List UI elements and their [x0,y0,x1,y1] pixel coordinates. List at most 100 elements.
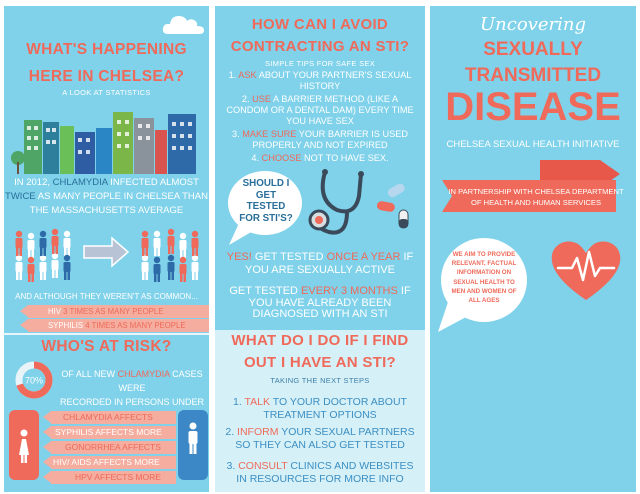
city-buildings-illustration [11,112,196,174]
step-line2: SO THEY CAN ALSO GET TESTED [235,438,405,451]
tip-num: 3. [232,129,240,139]
pills-icon [376,183,409,229]
stethoscope-icon [308,169,409,235]
speech-bubble [228,171,302,245]
step-num: 2. [225,426,235,438]
percent-donut: 70% [15,361,53,399]
affects-row-hpv: HPV AFFECTS MORE [43,471,176,484]
partnership-text: IN PARTNERSHIP WITH CHELSEA DEPARTMENT O… [446,186,626,208]
step-line2: IN RESOURCES FOR MORE INFO [236,472,404,485]
tip-verb: ASK [238,70,257,80]
avoid-title-line2: CONTRACTING AN STI? [230,38,410,55]
partnership-line1: IN PARTNERSHIP WITH CHELSEA DEPARTMENT [448,187,624,196]
male-icon [188,422,198,454]
male-box [178,410,208,480]
find-out-title-line1: WHAT DO I DO IF I FIND [231,332,409,349]
every3-line3: DIAGNOSED WITH AN STI [252,308,388,320]
partnership-line2: OF HEALTH AND HUMAN SERVICES [470,198,602,207]
section-divider [4,333,209,335]
step-line2: TREATMENT OPTIONS [263,408,377,421]
although-text: AND ALTHOUGH THEY WEREN'T AS COMMON... [15,292,198,301]
risk-cases-were: CASES WERE [118,369,203,393]
affects-suffix: AFFECTS MORE [94,472,161,482]
step-2: 2. INFORM YOUR SEXUAL PARTNERS SO THEY C… [215,426,425,451]
chlamydia-stat: IN 2012, CHLAMYDIA INFECTED ALMOST TWICE… [4,176,209,218]
bubble-line: TESTED [246,201,286,212]
steps-list: 1. TALK TO YOUR DOCTOR ABOUT TREATMENT O… [215,396,425,485]
stat-year: IN 2012, [14,177,51,188]
aim-text: WE AIM TO PROVIDE RELEVANT, FACTUAL INFO… [444,250,524,305]
stat-twice-highlight: TWICE [5,191,36,202]
cover-transmitted: TRANSMITTED [464,65,602,86]
tip-rest: YOUR BARRIER IS USED [298,129,408,139]
affects-suffix: AFFECTS MORE [95,427,162,437]
affects-disease: HPV [75,472,93,482]
every3-highlight: EVERY 3 MONTHS [301,285,398,297]
aim-line: MEN AND WOMEN OF [451,287,517,295]
hiv-ribbon: HIV 3 TIMES AS MANY PEOPLE [20,305,209,318]
bubble-line: FOR STI'S? [239,212,293,224]
syphilis-highlight: 4 TIMES AS MANY PEOPLE [85,321,186,330]
avoid-title-line1: HOW CAN I AVOID [251,16,389,33]
hiv-highlight: 3 TIMES AS MANY PEOPLE [63,307,164,316]
aim-line: ALL AGES [468,297,500,305]
risk-title: WHO'S AT RISK? [41,338,172,355]
hiv-label: HIV [48,307,61,316]
cover-sexually: SEXUALLY [483,39,583,60]
chlamydia-stat-line3: THE MASSACHUSETTS AVERAGE [29,205,184,216]
every3-if: IF [400,285,411,297]
risk-of-all-new: OF ALL NEW [61,369,116,379]
tip-num: 4. [251,153,260,163]
tip-num: 2. [241,94,250,104]
risk-text-line1: OF ALL NEW CHLAMYDIA CASES WERE [56,367,208,395]
chlamydia-stat-line1: IN 2012, CHLAMYDIA INFECTED ALMOST [4,176,209,190]
tip-verb: CHOOSE [261,153,302,163]
partnership-banner [442,160,620,212]
affects-disease: SYPHILIS [55,427,94,437]
risk-chlamydia-highlight: CHLAMYDIA [117,369,170,379]
panel-statistics: WHAT'S HAPPENING HERE IN CHELSEA? A LOOK… [4,6,209,492]
every3-text: GET TESTED EVERY 3 MONTHS IF YOU HAVE AL… [215,285,425,321]
panel-prevention: HOW CAN I AVOID CONTRACTING AN STI? SIMP… [215,6,425,492]
people-comparison-illustration [15,228,199,282]
every3-line2: YOU HAVE ALREADY BEEN [248,296,392,309]
tip-num: 1. [228,70,237,80]
heart-pulse-icon [551,241,621,300]
affects-disease: CHLAMYDIA [63,412,113,422]
tip-4: 4. CHOOSE NOT TO HAVE SEX. [217,153,423,164]
tip-line2: HISTORY [299,81,341,91]
every3-get-tested: GET TESTED [229,285,298,297]
aim-line: RELEVANT, FACTUAL [451,260,517,268]
yes-highlight: YES! [226,251,252,263]
bubble-line: SHOULD I [242,178,290,189]
affects-row-chlamydia: CHLAMYDIA AFFECTS MORE [43,411,176,435]
yes-text: YES! GET TESTED ONCE A YEAR IF YOU ARE S… [215,251,425,277]
tip-rest: ABOUT YOUR PARTNER'S SEXUAL [258,70,412,80]
syphilis-label: SYPHILIS [48,321,84,330]
tip-rest: NOT TO HAVE SEX. [304,153,389,163]
tip-rest: A BARRIER METHOD (LIKE A [273,94,399,104]
affects-disease: GONORRHEA [65,442,121,452]
donut-arc [15,361,53,399]
step-verb: INFORM [237,426,279,438]
avoid-subtitle: SIMPLE TIPS FOR SAFE SEX [264,59,375,68]
cover-disease: DISEASE [445,85,621,129]
chlamydia-stat-line2: TWICE AS MANY PEOPLE IN CHELSEA THAN [4,190,209,204]
stats-subtitle: A LOOK AT STATISTICS [62,88,151,97]
percent-label: 70% [25,376,43,386]
female-box [9,410,39,480]
tip-line3: YOU HAVE SEX [286,116,354,126]
aim-bubble [438,238,527,332]
step-num: 3. [226,460,236,472]
tip-verb: USE [252,94,271,104]
bubble-line: GET [255,189,277,201]
cover-script-title: Uncovering [480,14,586,35]
stat-many-people: AS MANY PEOPLE IN CHELSEA THAN [37,191,208,202]
tip-line2: PROPERLY AND NOT EXPIRED [252,140,388,150]
cloud-icon [162,16,204,34]
panel-cover: Uncovering SEXUALLY TRANSMITTED DISEASE … [430,6,636,492]
tip-3: 3. MAKE SURE YOUR BARRIER IS USED PROPER… [217,129,423,151]
stat-chlamydia-highlight: CHLAMYDIA [52,177,108,188]
stat-infected: INFECTED ALMOST [110,177,199,188]
cover-initiative: CHELSEA SEXUAL HEALTH INITIATIVE [446,139,620,150]
